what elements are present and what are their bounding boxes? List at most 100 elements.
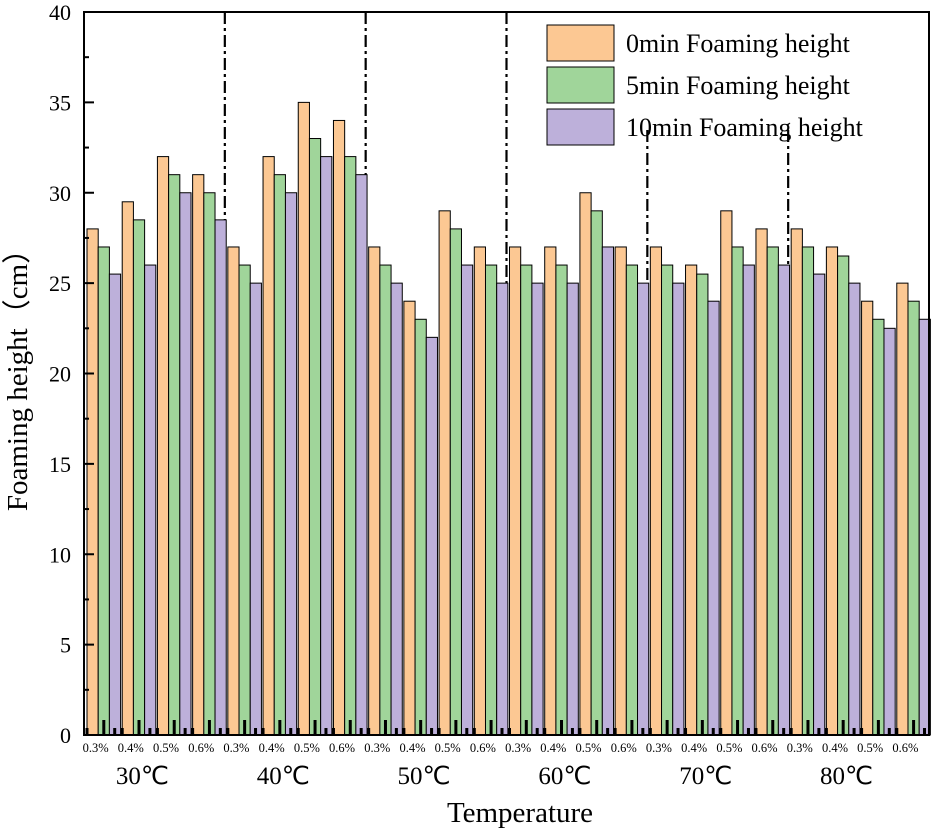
x-category-label: 0.5%: [153, 741, 179, 755]
x-group-label: 60℃: [538, 763, 591, 790]
bar-1-18: [731, 246, 744, 736]
bar-2-22: [883, 327, 896, 736]
x-minor-tick: [535, 728, 539, 735]
legend-swatch: [546, 108, 615, 146]
y-axis-title: Foaming height（cm）: [2, 235, 34, 511]
y-tick-label: 15: [49, 452, 71, 477]
x-minor-tick: [226, 728, 230, 735]
bar-2-5: [284, 192, 298, 736]
bar-0-9: [403, 300, 416, 736]
legend-label: 10min Foaming height: [626, 113, 864, 142]
x-minor-tick: [824, 728, 828, 735]
x-minor-tick: [508, 728, 511, 735]
x-major-tick: [806, 720, 810, 735]
bar-0-19: [755, 228, 768, 736]
bar-0-2: [156, 156, 170, 736]
x-major-tick: [207, 720, 211, 735]
bar-1-11: [484, 264, 498, 736]
x-minor-tick: [648, 728, 652, 735]
bar-1-21: [837, 255, 850, 736]
x-major-tick: [172, 720, 176, 735]
x-major-tick: [454, 720, 458, 735]
x-minor-tick: [465, 728, 469, 735]
x-category-label: 0.4%: [259, 741, 285, 755]
x-minor-tick: [754, 728, 758, 735]
bar-0-14: [579, 192, 592, 736]
x-category-label: 0.3%: [364, 741, 390, 755]
bar-1-6: [308, 138, 322, 736]
x-major-tick: [243, 720, 247, 735]
bar-1-7: [344, 156, 357, 736]
y-tick-label: 0: [60, 723, 71, 748]
x-minor-tick: [261, 728, 265, 735]
x-category-label: 0.5%: [716, 741, 742, 755]
x-minor-tick: [684, 728, 688, 735]
x-major-tick: [876, 720, 880, 735]
x-category-label: 0.4%: [822, 741, 848, 755]
bar-2-7: [355, 174, 368, 736]
x-major-tick: [419, 720, 423, 735]
bar-0-1: [121, 201, 134, 736]
bar-0-4: [227, 246, 240, 736]
x-category-label: 0.6%: [892, 741, 918, 755]
y-tick-label: 40: [49, 0, 71, 25]
x-category-label: 0.6%: [611, 741, 637, 755]
x-group-label: 70℃: [679, 763, 732, 790]
x-minor-tick: [183, 728, 187, 735]
x-minor-tick: [613, 728, 617, 735]
x-major-tick: [489, 720, 493, 735]
bar-2-11: [496, 282, 509, 736]
x-major-tick: [137, 720, 141, 735]
minor-tick-layer: [85, 720, 926, 735]
bar-0-18: [720, 210, 733, 736]
x-minor-tick: [570, 728, 574, 735]
x-minor-tick: [254, 728, 258, 735]
x-category-label: 0.3%: [223, 741, 249, 755]
x-minor-tick: [331, 728, 335, 735]
x-major-tick: [912, 720, 916, 735]
bar-2-21: [848, 282, 861, 736]
x-minor-tick: [191, 728, 195, 735]
bar-1-9: [414, 318, 427, 736]
x-minor-tick: [817, 728, 821, 735]
x-group-label: 80℃: [820, 763, 873, 790]
x-major-tick: [700, 720, 704, 735]
x-category-label: 0.5%: [294, 741, 320, 755]
bar-0-11: [473, 246, 486, 736]
bar-0-16: [649, 246, 663, 736]
x-category-label: 0.4%: [540, 741, 566, 755]
x-major-tick: [524, 720, 528, 735]
bar-1-13: [555, 264, 568, 736]
bar-1-4: [238, 264, 251, 736]
bar-1-16: [661, 264, 674, 736]
x-major-tick: [595, 720, 599, 735]
bar-2-9: [425, 336, 438, 736]
bar-1-0: [97, 246, 110, 736]
bar-1-15: [625, 264, 639, 736]
x-minor-tick: [500, 728, 504, 735]
x-major-tick: [736, 720, 740, 735]
x-major-tick: [560, 720, 564, 735]
x-minor-tick: [402, 728, 406, 735]
bar-0-7: [332, 119, 346, 736]
x-minor-tick: [923, 728, 926, 735]
x-minor-tick: [430, 728, 434, 735]
x-category-label: 0.5%: [857, 741, 883, 755]
legend: 0min Foaming height 5min Foaming height 10…: [546, 24, 864, 146]
x-category-label: 0.6%: [470, 741, 496, 755]
bar-2-18: [742, 264, 755, 736]
bar-1-23: [907, 300, 920, 736]
bar-2-13: [566, 282, 579, 736]
x-category-label: 0.5%: [575, 741, 601, 755]
x-category-label: 0.3%: [646, 741, 672, 755]
x-category-label: 0.5%: [435, 741, 461, 755]
bar-0-22: [861, 300, 874, 736]
bar-2-16: [672, 282, 685, 736]
bar-2-6: [320, 156, 333, 736]
x-major-tick: [383, 720, 387, 735]
x-minor-tick: [578, 728, 582, 735]
bar-0-8: [368, 246, 381, 736]
x-minor-tick: [437, 728, 441, 735]
y-tick-label: 5: [60, 633, 71, 658]
